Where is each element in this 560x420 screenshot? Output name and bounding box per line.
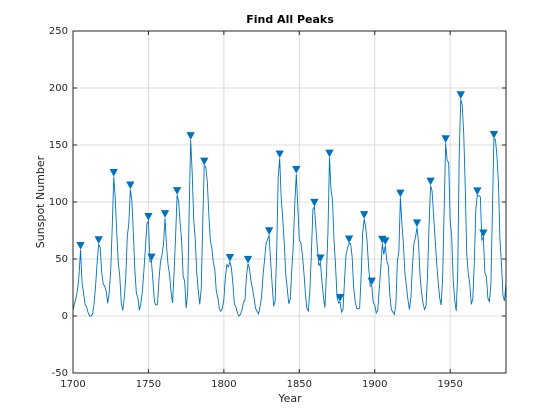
y-tick-label: 50 — [55, 254, 68, 265]
peak-marker — [275, 150, 284, 159]
peak-marker — [76, 241, 85, 250]
peak-marker — [172, 187, 182, 195]
data-line — [72, 99, 507, 317]
peak-marker — [479, 229, 488, 238]
peak-marker — [426, 177, 435, 186]
peak-marker — [292, 165, 301, 174]
peak-marker — [109, 169, 118, 177]
y-tick-label: 200 — [49, 83, 68, 94]
peak-marker — [441, 135, 450, 144]
y-tick-label: 150 — [49, 140, 68, 151]
x-axis-label: Year — [277, 392, 302, 405]
peak-marker — [396, 189, 405, 198]
x-tick-label: 1750 — [136, 379, 161, 390]
y-axis-label: Sunspot Number — [34, 155, 47, 248]
peak-marker — [335, 293, 345, 302]
peak-marker — [489, 130, 499, 139]
y-tick-label: 250 — [49, 26, 68, 37]
peak-marker — [344, 235, 354, 244]
x-tick-label: 1950 — [437, 379, 462, 390]
grid — [72, 30, 506, 374]
peak-marker — [367, 277, 376, 286]
x-tick-label: 1800 — [211, 379, 236, 390]
peak-marker — [186, 132, 195, 140]
peak-marker — [473, 187, 482, 196]
x-tick-label: 1700 — [60, 379, 85, 390]
chart-title: Find All Peaks — [246, 13, 334, 26]
peak-marker — [147, 253, 156, 262]
peak-marker — [94, 236, 103, 245]
peak-marker — [200, 157, 209, 166]
peak-marker — [325, 149, 334, 158]
peak-marker — [144, 213, 153, 221]
peak-marker — [225, 253, 235, 262]
peak-marker — [381, 237, 390, 246]
peak-marker — [456, 91, 465, 100]
x-tick-label: 1900 — [362, 379, 387, 390]
peak-marker — [160, 210, 170, 218]
x-tick-label: 1850 — [287, 379, 312, 390]
y-tick-label: 0 — [62, 311, 68, 322]
peak-marker — [243, 255, 253, 264]
peak-marker — [316, 254, 325, 263]
y-tick-label: 100 — [49, 197, 68, 208]
peak-marker — [310, 198, 319, 207]
peak-marker — [412, 219, 422, 228]
peak-marker — [126, 181, 135, 190]
plot-area — [72, 91, 507, 317]
peak-marker — [360, 211, 369, 219]
y-tick-label: -50 — [52, 368, 68, 379]
peak-marker — [264, 227, 274, 236]
